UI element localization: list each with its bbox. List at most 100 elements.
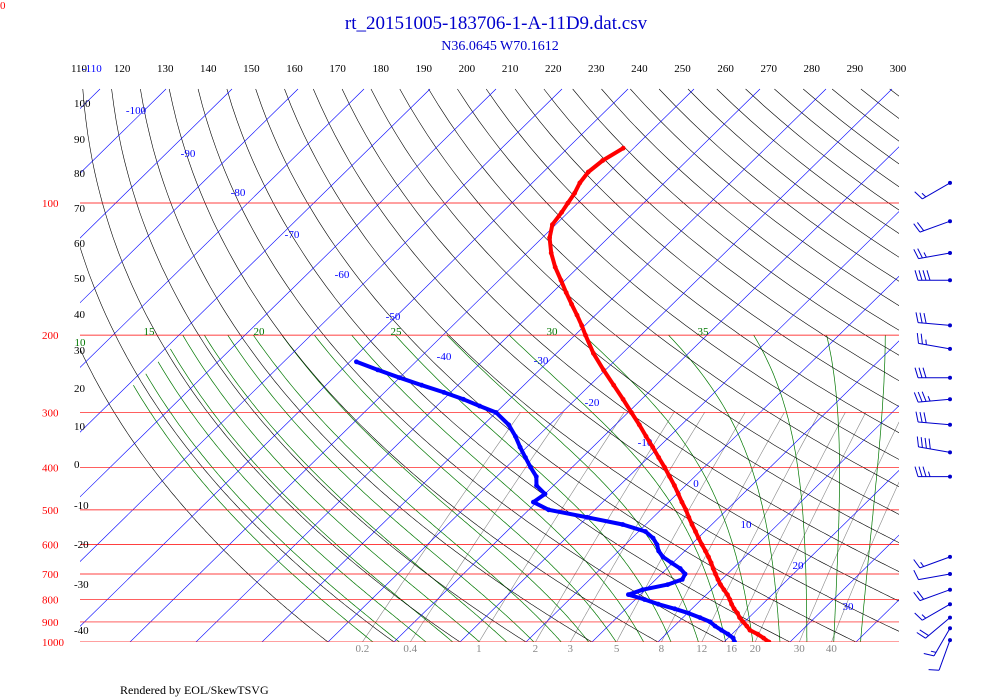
temperature-point xyxy=(710,566,716,571)
left-axis-label: 50 xyxy=(74,273,86,285)
dewpoint-point xyxy=(730,635,736,641)
dewpoint-point xyxy=(461,396,466,402)
mixing-ratio-label: 12 xyxy=(696,643,707,655)
dewpoint-point xyxy=(643,529,648,534)
dewpoint-point xyxy=(669,560,674,566)
pressure-tick-label: 300 xyxy=(42,408,59,420)
isotherm-line xyxy=(80,88,233,239)
corner-label: 0 xyxy=(0,0,6,12)
mixing-ratio-line xyxy=(731,412,846,642)
dry-adiabat-line xyxy=(860,88,899,119)
dewpoint-point xyxy=(712,623,718,629)
mixing-ratio-line xyxy=(661,412,785,642)
dewpoint-point xyxy=(679,577,685,582)
dry-adiabat-label: 150 xyxy=(243,63,260,75)
dewpoint-point xyxy=(650,535,656,541)
dry-adiabat-line xyxy=(140,88,593,642)
dewpoint-point xyxy=(441,390,447,395)
temperature-point xyxy=(729,601,734,607)
pressure-tick-label: 200 xyxy=(42,330,59,342)
wind-barb xyxy=(913,219,952,233)
isotherm-line xyxy=(129,88,695,642)
temperature-point xyxy=(740,619,746,625)
dewpoint-point xyxy=(397,375,402,381)
dewpoint-point xyxy=(697,615,703,620)
isotherm-label: -30 xyxy=(534,355,549,367)
dry-adiabat-line xyxy=(485,88,899,434)
moist-adiabat-line xyxy=(509,334,727,642)
wind-barb xyxy=(915,312,952,328)
left-axis-label: 70 xyxy=(74,203,86,215)
wind-barb xyxy=(913,391,952,403)
temperature-point xyxy=(656,455,662,460)
moist-adiabat-line xyxy=(583,334,754,642)
isotherm-line xyxy=(723,469,899,642)
temperature-point xyxy=(558,277,564,283)
left-axis-label: 20 xyxy=(74,383,86,395)
isotherm-line xyxy=(393,146,899,642)
temperature-point xyxy=(721,587,727,593)
mixing-ratio-line xyxy=(569,412,705,642)
temperature-point xyxy=(718,582,723,587)
isotherm-line xyxy=(789,534,899,642)
temperature-point xyxy=(696,535,701,541)
dewpoint-point xyxy=(517,444,523,450)
moist-adiabat-line xyxy=(281,334,590,642)
temperature-point xyxy=(735,610,740,616)
isotherm-line xyxy=(80,88,497,498)
dewpoint-point xyxy=(655,601,661,607)
temperature-point xyxy=(620,396,626,402)
dry-adiabat-line xyxy=(197,88,725,642)
temperature-point xyxy=(583,332,588,338)
dry-adiabat-line xyxy=(313,88,899,602)
moist-adiabat-line xyxy=(668,334,781,642)
left-axis-label: 10 xyxy=(74,421,86,433)
temperature-point xyxy=(577,180,583,186)
dry-adiabat-line xyxy=(370,88,899,543)
moist-adiabat-label: 35 xyxy=(698,326,710,338)
moist-adiabat-label: 10 xyxy=(75,337,87,349)
dry-adiabat-line xyxy=(457,88,899,460)
dry-adiabat-label: 130 xyxy=(157,63,174,75)
chart-subtitle: N36.0645 W70.1612 xyxy=(441,39,559,54)
mixing-ratio-label: 20 xyxy=(750,643,762,655)
dry-adiabat-label: 220 xyxy=(545,63,562,75)
dry-adiabat-line xyxy=(630,88,899,306)
left-axis-label: 30 xyxy=(74,345,86,357)
isotherm-line xyxy=(913,89,1000,651)
dry-adiabat-line xyxy=(111,88,527,642)
temperature-point xyxy=(703,548,708,554)
dry-adiabat-line xyxy=(976,89,1000,651)
dry-adiabat-label: 210 xyxy=(502,63,519,75)
mixing-ratio-line xyxy=(701,412,820,642)
dewpoint-point xyxy=(542,491,548,497)
temperature-point xyxy=(574,312,580,318)
moist-adiabat-line xyxy=(170,348,454,642)
isotherm-label: 20 xyxy=(793,560,805,572)
dewpoint-point xyxy=(477,403,482,409)
temperature-point xyxy=(600,158,606,163)
temperature-point xyxy=(747,627,753,633)
left-axis-label: -20 xyxy=(74,539,89,551)
pressure-tick-label: 500 xyxy=(42,505,59,517)
dry-adiabat-label: 300 xyxy=(890,63,907,75)
temperature-point xyxy=(591,350,596,356)
left-axis-label: 60 xyxy=(74,238,86,250)
temperature-point xyxy=(547,235,552,241)
isotherm-label: -50 xyxy=(386,311,401,323)
pressure-tick-label: 100 xyxy=(42,198,59,210)
dry-adiabat-label: 240 xyxy=(631,63,648,75)
dry-adiabat-line xyxy=(284,88,899,632)
pressure-tick-label: 400 xyxy=(42,462,59,474)
isotherm-label: -90 xyxy=(181,148,196,160)
wind-barb xyxy=(914,270,952,283)
wind-barb xyxy=(914,367,952,380)
dewpoint-point xyxy=(534,483,539,488)
wind-barb xyxy=(915,411,952,427)
dewpoint-point xyxy=(682,571,688,577)
temperature-point xyxy=(675,491,681,497)
dewpoint-point xyxy=(656,548,661,554)
isotherm-line xyxy=(80,88,431,433)
temperature-point xyxy=(693,529,698,534)
